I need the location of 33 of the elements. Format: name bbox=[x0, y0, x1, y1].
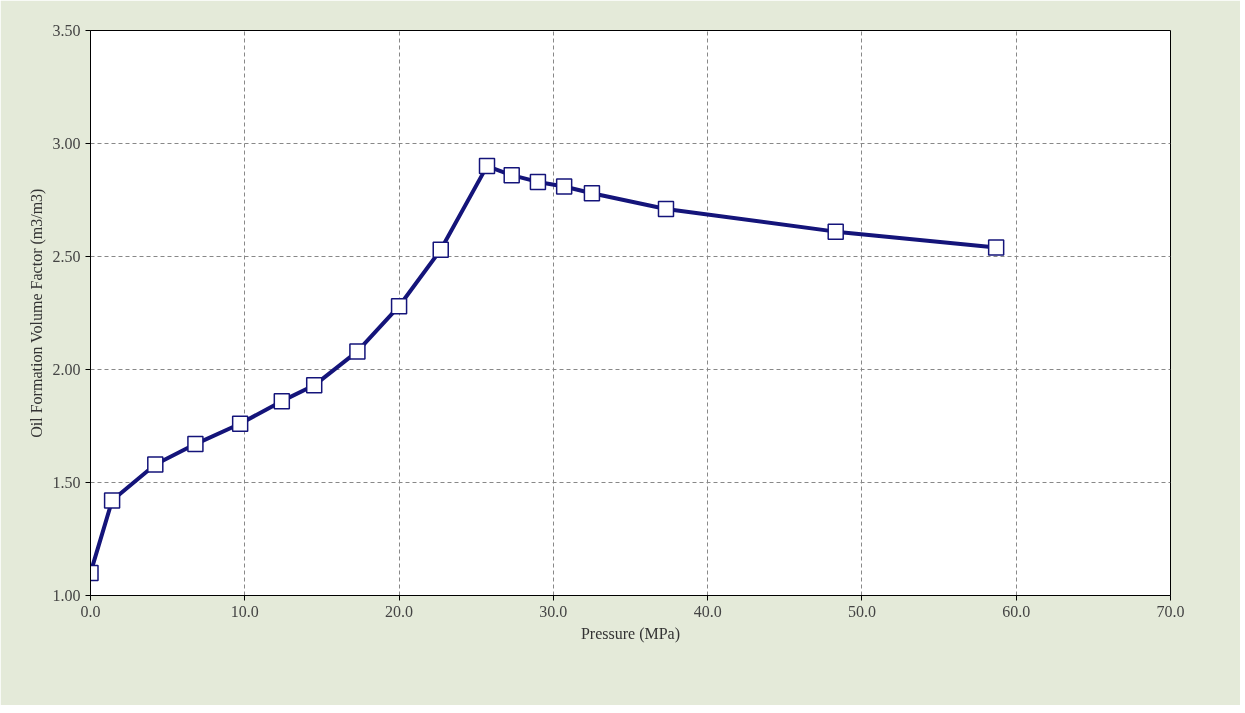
point bbox=[432, 241, 449, 258]
point bbox=[231, 415, 249, 432]
point bbox=[827, 223, 844, 240]
point bbox=[529, 173, 547, 191]
point bbox=[147, 456, 164, 473]
x-tick-label: 20.0 bbox=[385, 602, 414, 620]
x-tick-label: 0.0 bbox=[80, 602, 101, 620]
x-tick-label: 30.0 bbox=[539, 602, 568, 620]
point bbox=[187, 435, 204, 453]
point bbox=[503, 166, 520, 184]
x-tick-label: 40.0 bbox=[693, 602, 722, 620]
point bbox=[103, 492, 121, 509]
point bbox=[583, 184, 601, 202]
point bbox=[349, 343, 366, 360]
point bbox=[390, 297, 408, 315]
point bbox=[478, 157, 496, 175]
point bbox=[273, 392, 291, 410]
y-tick-label: 2.50 bbox=[52, 248, 81, 265]
x-tick-label: 70.0 bbox=[1156, 602, 1185, 620]
point bbox=[657, 200, 675, 218]
y-tick-label: 3.00 bbox=[52, 135, 81, 152]
x-tick-label: 10.0 bbox=[230, 602, 259, 620]
y-axis-title: Oil Formation Volume Factor (m3/m3) bbox=[27, 188, 46, 438]
x-axis-title: Pressure (MPa) bbox=[580, 624, 681, 643]
point bbox=[987, 239, 1005, 256]
y-tick-label: 3.50 bbox=[52, 22, 81, 39]
y-tick-label: 2.00 bbox=[52, 361, 81, 378]
y-tick-label: 1.00 bbox=[52, 587, 81, 604]
point bbox=[305, 377, 323, 394]
y-tick-label: 1.50 bbox=[52, 474, 81, 491]
point bbox=[555, 178, 573, 195]
x-tick-label: 50.0 bbox=[847, 602, 876, 620]
x-tick-label: 60.0 bbox=[1002, 602, 1031, 620]
